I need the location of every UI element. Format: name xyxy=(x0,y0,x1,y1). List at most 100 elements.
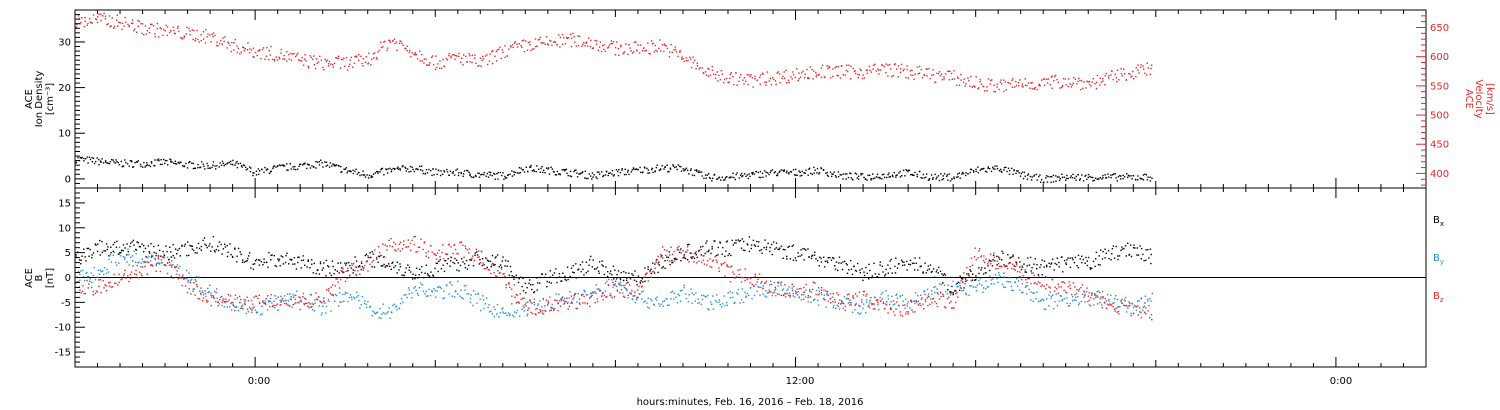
by-point xyxy=(411,297,413,299)
by-point xyxy=(770,291,772,293)
velocity-point xyxy=(1091,81,1093,83)
bx-point xyxy=(159,249,161,252)
bx-point xyxy=(278,258,281,261)
density-point xyxy=(685,167,688,169)
density-point xyxy=(102,162,105,164)
density-point xyxy=(672,164,674,166)
bz-point xyxy=(76,281,79,283)
density-point xyxy=(104,161,107,163)
by-point xyxy=(923,291,925,293)
bz-point xyxy=(707,260,709,262)
velocity-point xyxy=(492,62,494,65)
bx-point xyxy=(546,280,548,283)
bx-point xyxy=(479,258,481,261)
bz-point xyxy=(657,263,659,265)
density-point xyxy=(405,167,407,170)
density-point xyxy=(169,158,171,160)
bz-point xyxy=(1027,278,1029,280)
by-point xyxy=(607,284,610,287)
density-point xyxy=(810,172,812,175)
bz-point xyxy=(425,252,427,254)
bz-point xyxy=(264,302,267,305)
bx-point xyxy=(286,252,288,254)
bz-point xyxy=(1006,265,1008,267)
velocity-point xyxy=(719,78,722,81)
bx-point xyxy=(101,240,103,243)
bz-point xyxy=(273,304,275,307)
bx-point xyxy=(550,282,552,284)
bz-point xyxy=(578,298,581,300)
density-point xyxy=(580,172,582,174)
bz-point xyxy=(179,277,181,279)
bx-point xyxy=(198,247,201,250)
bz-point xyxy=(822,298,825,300)
by-point xyxy=(1119,306,1121,308)
density-point xyxy=(861,173,864,175)
by-point xyxy=(1140,298,1142,300)
by-point xyxy=(635,299,638,301)
velocity-point xyxy=(960,73,962,76)
bx-point xyxy=(1112,245,1115,247)
bz-point xyxy=(834,299,836,301)
bx-point xyxy=(450,260,452,262)
bz-point xyxy=(289,305,291,307)
velocity-point xyxy=(254,51,257,54)
bx-point xyxy=(1069,257,1071,259)
bz-point xyxy=(780,294,782,296)
bz-point xyxy=(202,297,205,299)
bx-point xyxy=(80,259,82,261)
bz-point xyxy=(502,273,504,275)
bx-point xyxy=(248,255,250,257)
velocity-point xyxy=(234,38,237,41)
by-point xyxy=(989,275,991,277)
by-point xyxy=(373,311,376,314)
by-point xyxy=(379,307,381,310)
by-point xyxy=(287,300,290,302)
density-point xyxy=(79,156,81,159)
velocity-point xyxy=(869,69,871,72)
velocity-point xyxy=(926,68,928,70)
by-point xyxy=(102,270,104,272)
bz-point xyxy=(499,271,501,274)
bx-point xyxy=(1069,266,1072,269)
velocity-point xyxy=(854,70,856,72)
by-point xyxy=(142,260,144,263)
density-point xyxy=(864,178,866,180)
bz-point xyxy=(354,270,356,272)
bz-point xyxy=(1069,287,1072,290)
bx-point xyxy=(1002,252,1004,254)
by-point xyxy=(820,292,823,294)
bz-point xyxy=(1145,313,1147,315)
bz-point xyxy=(709,258,711,260)
density-point xyxy=(561,169,563,171)
density-point xyxy=(973,171,975,173)
velocity-point xyxy=(979,78,981,81)
by-point xyxy=(109,254,111,256)
by-point xyxy=(1116,298,1119,301)
by-point xyxy=(990,279,993,281)
bx-point xyxy=(428,276,431,278)
bz-point xyxy=(744,268,746,270)
by-point xyxy=(334,293,337,296)
bx-point xyxy=(202,239,204,242)
bx-point xyxy=(1108,257,1110,260)
bx-point xyxy=(153,251,155,254)
bx-point xyxy=(658,264,660,266)
velocity-point xyxy=(1021,83,1024,85)
velocity-point xyxy=(297,52,299,55)
bx-point xyxy=(807,248,809,250)
bx-point xyxy=(562,272,564,274)
bz-point xyxy=(88,283,90,285)
velocity-point xyxy=(183,36,185,39)
bz-point xyxy=(1083,296,1085,298)
density-point xyxy=(104,160,107,162)
bz-point xyxy=(589,305,591,308)
density-point xyxy=(545,167,548,169)
bz-point xyxy=(607,284,609,286)
density-point xyxy=(475,175,477,178)
bx-point xyxy=(989,269,991,272)
density-point xyxy=(463,170,466,172)
density-point xyxy=(1033,175,1035,177)
density-point xyxy=(759,170,762,173)
velocity-point xyxy=(591,47,594,49)
